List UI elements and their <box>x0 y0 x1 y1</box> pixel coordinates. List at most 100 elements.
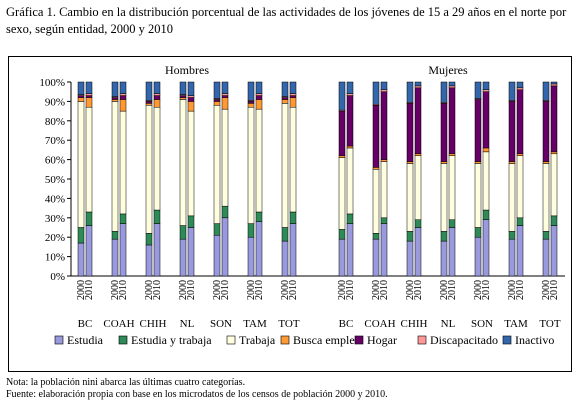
bar-segment-hombres-bc-2000-4 <box>77 95 85 98</box>
y-tick-label: 10% <box>45 252 65 264</box>
bar-segment-hombres-tam-2010-3 <box>255 99 263 110</box>
bar-segment-hombres-son-2010-1 <box>221 205 229 219</box>
year-label: 2000 <box>246 280 257 300</box>
bar-segment-mujeres-chih-2000-3 <box>406 161 414 164</box>
bar-segment-hombres-chih-2000-3 <box>145 103 153 106</box>
year-label: 2010 <box>220 280 231 300</box>
bar-segment-mujeres-bc-2010-0 <box>346 223 354 277</box>
year-label: 2010 <box>345 280 356 300</box>
bar-segment-hombres-tot-2000-3 <box>281 99 289 104</box>
bar-segment-hombres-son-2000-2 <box>213 105 221 224</box>
bar-segment-hombres-son-2000-1 <box>213 223 221 236</box>
bar-segment-hombres-tot-2010-0 <box>289 223 297 277</box>
y-tick-label: 70% <box>45 135 65 147</box>
bar-segment-mujeres-son-2010-1 <box>482 209 490 220</box>
panel-title-mujeres: Mujeres <box>428 63 468 77</box>
bar-segment-hombres-tam-2000-1 <box>247 223 255 238</box>
y-tick-label: 100% <box>39 77 65 89</box>
bar-segment-mujeres-bc-2010-2 <box>346 147 354 215</box>
year-label: 2010 <box>549 280 560 300</box>
chart-title: Gráfica 1. Cambio en la distribución por… <box>6 5 567 36</box>
bar-segment-mujeres-bc-2000-0 <box>338 238 346 277</box>
bar-segment-hombres-tot-2010-5 <box>289 93 297 96</box>
bar-segment-hombres-son-2000-3 <box>213 101 221 106</box>
bar-segment-hombres-coah-2010-6 <box>119 81 127 94</box>
bar-segment-mujeres-bc-2010-6 <box>346 81 354 94</box>
bar-segment-mujeres-nl-2010-0 <box>448 227 456 277</box>
bar-segment-hombres-nl-2010-0 <box>187 227 195 277</box>
legend-swatch-5 <box>417 335 427 345</box>
bar-segment-mujeres-chih-2000-6 <box>406 81 414 103</box>
bar-segment-mujeres-coah-2010-1 <box>380 217 388 224</box>
bar-segment-hombres-bc-2000-6 <box>77 81 85 95</box>
bar-segment-mujeres-tot-2000-6 <box>542 81 550 101</box>
chart-note: Nota: la población nini abarca las últim… <box>6 377 246 388</box>
entity-label: CHIH <box>140 318 167 330</box>
y-tick-label: 20% <box>45 232 65 244</box>
year-label: 2010 <box>254 280 265 300</box>
legend-swatch-3 <box>280 335 290 345</box>
year-label: 2010 <box>515 280 526 300</box>
bar-segment-mujeres-nl-2000-2 <box>440 163 448 232</box>
bar-segment-mujeres-bc-2010-5 <box>346 93 354 96</box>
bar-segment-mujeres-bc-2010-1 <box>346 213 354 224</box>
bar-segment-hombres-nl-2000-3 <box>179 97 187 100</box>
bar-segment-mujeres-son-2010-2 <box>482 151 490 211</box>
bar-segment-mujeres-tot-2010-0 <box>550 225 558 277</box>
bar-segment-mujeres-chih-2010-0 <box>414 227 422 277</box>
bar-segment-mujeres-nl-2010-2 <box>448 155 456 220</box>
bar-segment-mujeres-son-2010-0 <box>482 219 490 277</box>
year-label: 2000 <box>439 280 450 300</box>
bar-segment-hombres-son-2000-0 <box>213 235 221 277</box>
bar-segment-mujeres-chih-2010-1 <box>414 219 422 228</box>
bar-segment-hombres-bc-2010-1 <box>85 211 93 226</box>
bar-segment-hombres-son-2000-4 <box>213 99 221 102</box>
legend-swatch-0 <box>54 335 64 345</box>
bar-segment-hombres-chih-2010-4 <box>153 95 161 100</box>
year-label: 2000 <box>405 280 416 300</box>
bar-segment-hombres-son-2010-0 <box>221 217 229 277</box>
bar-segment-mujeres-coah-2000-4 <box>372 105 380 168</box>
year-label: 2010 <box>152 280 163 300</box>
bar-segment-hombres-son-2010-3 <box>221 97 229 110</box>
bar-segment-mujeres-son-2010-3 <box>482 147 490 153</box>
bar-segment-mujeres-chih-2000-0 <box>406 240 414 277</box>
entity-label: NL <box>180 318 195 330</box>
bar-segment-mujeres-coah-2000-1 <box>372 233 380 240</box>
bar-segment-mujeres-tam-2010-5 <box>516 87 524 91</box>
bar-segment-mujeres-nl-2010-3 <box>448 153 456 156</box>
bar-segment-mujeres-chih-2010-5 <box>414 85 422 89</box>
bar-segment-hombres-son-2010-5 <box>221 93 229 96</box>
bar-segment-mujeres-coah-2010-6 <box>380 81 388 91</box>
bar-segment-mujeres-son-2000-1 <box>474 227 482 238</box>
bar-segment-hombres-coah-2010-0 <box>119 223 127 277</box>
bar-segment-hombres-tam-2010-2 <box>255 108 263 213</box>
legend-label-0: Estudia <box>67 333 104 347</box>
bar-segment-mujeres-bc-2000-6 <box>338 81 346 111</box>
entity-label: COAH <box>103 318 134 330</box>
bar-segment-mujeres-coah-2010-2 <box>380 161 388 219</box>
chart-source: Fuente: elaboración propia con base en l… <box>6 389 388 400</box>
bar-segment-hombres-chih-2010-1 <box>153 209 161 224</box>
year-label: 2010 <box>447 280 458 300</box>
bar-segment-mujeres-nl-2010-1 <box>448 219 456 228</box>
bar-segment-hombres-bc-2010-6 <box>85 81 93 94</box>
bar-segment-hombres-chih-2000-2 <box>145 105 153 234</box>
bar-segment-mujeres-tot-2010-5 <box>550 83 558 87</box>
y-tick-label: 50% <box>45 174 65 186</box>
bar-segment-hombres-chih-2000-6 <box>145 81 153 101</box>
bar-segment-mujeres-coah-2010-4 <box>380 91 388 160</box>
bar-segment-hombres-bc-2000-3 <box>77 97 85 102</box>
bar-segment-hombres-bc-2010-3 <box>85 97 93 108</box>
bar-segment-mujeres-chih-2000-4 <box>406 103 414 162</box>
y-tick-label: 0% <box>50 271 65 283</box>
bar-segment-hombres-tot-2010-4 <box>289 95 297 98</box>
legend-label-5: Discapacitado <box>430 333 498 347</box>
bar-segment-mujeres-son-2000-4 <box>474 99 482 162</box>
bar-segment-hombres-bc-2010-2 <box>85 106 93 213</box>
bar-segment-mujeres-bc-2010-4 <box>346 95 354 147</box>
bar-segment-mujeres-nl-2010-5 <box>448 85 456 89</box>
bar-segment-hombres-bc-2010-4 <box>85 95 93 98</box>
legend-label-4: Hogar <box>367 333 397 347</box>
bar-segment-hombres-chih-2010-2 <box>153 106 161 211</box>
